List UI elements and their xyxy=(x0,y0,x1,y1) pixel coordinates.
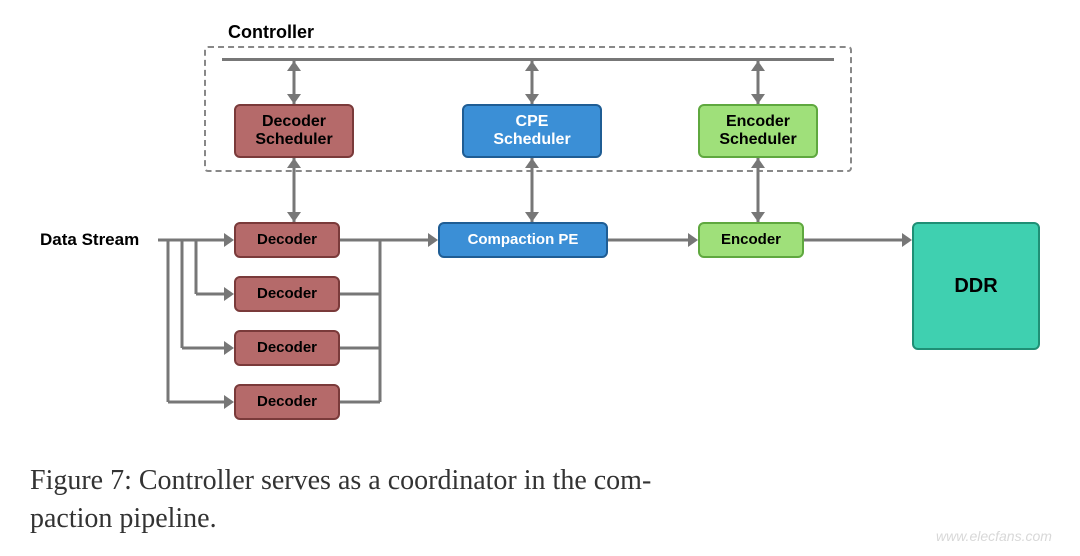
node-encoder: Encoder xyxy=(698,222,804,258)
caption-line1: Figure 7: Controller serves as a coordin… xyxy=(30,462,651,500)
figure-caption: Figure 7: Controller serves as a coordin… xyxy=(30,462,651,538)
node-ddr: DDR xyxy=(912,222,1040,350)
data-stream-label: Data Stream xyxy=(40,230,139,250)
node-cpe_scheduler: CPE Scheduler xyxy=(462,104,602,158)
node-decoder3: Decoder xyxy=(234,330,340,366)
watermark: www.elecfans.com xyxy=(936,528,1052,544)
node-compaction_pe: Compaction PE xyxy=(438,222,608,258)
node-decoder4: Decoder xyxy=(234,384,340,420)
node-decoder1: Decoder xyxy=(234,222,340,258)
controller-label: Controller xyxy=(228,22,314,43)
node-decoder_scheduler: Decoder Scheduler xyxy=(234,104,354,158)
node-decoder2: Decoder xyxy=(234,276,340,312)
controller-bar xyxy=(222,58,834,61)
caption-line2: paction pipeline. xyxy=(30,500,651,538)
node-encoder_scheduler: Encoder Scheduler xyxy=(698,104,818,158)
